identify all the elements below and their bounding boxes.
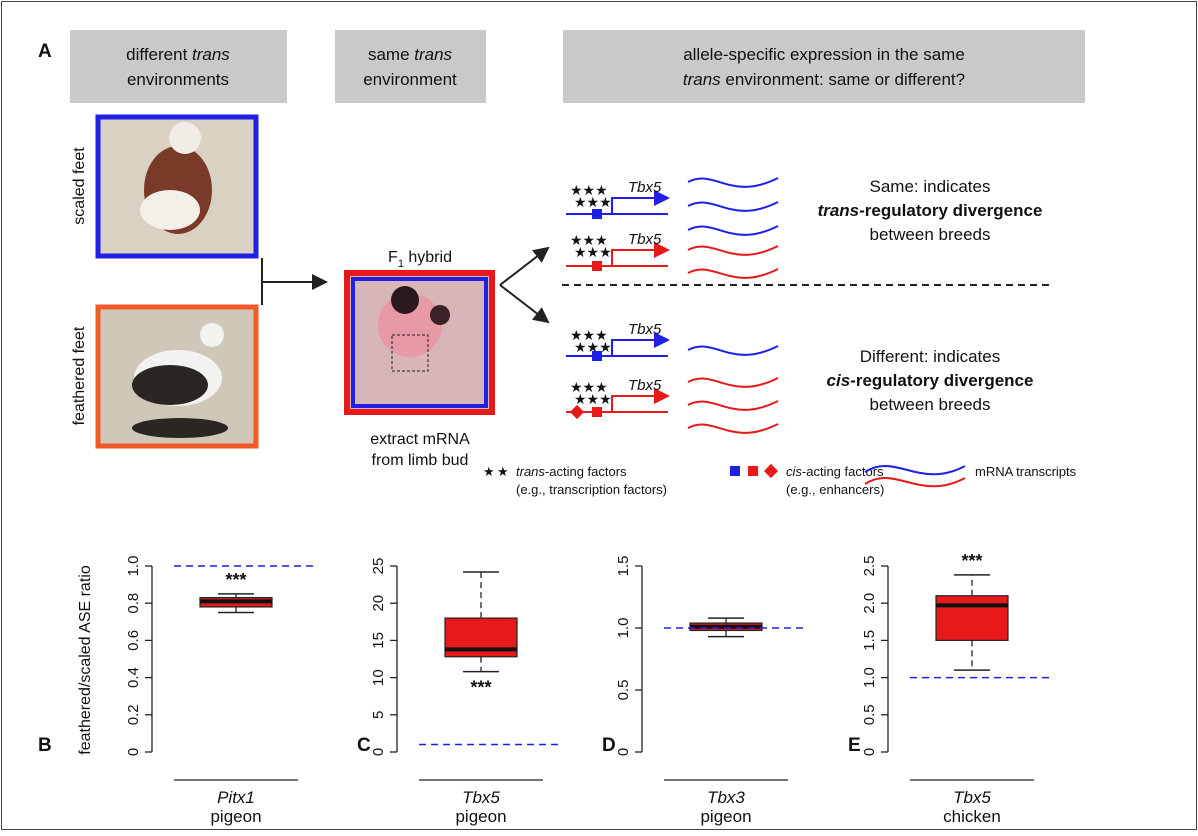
parent-label: feathered feet [71,326,88,425]
y-tick-label: 0 [370,748,387,756]
x-label-gene: Pitx1 [217,788,255,807]
y-tick-label: 15 [370,632,387,649]
y-tick-label: 1.0 [861,667,878,688]
header: environments [127,70,229,89]
hybrid-label: F1 hybrid [388,249,452,270]
header: trans environment: same or different? [683,70,965,89]
arrow [500,248,548,285]
figure: A different trans environments same tran… [0,0,1198,831]
legend-symbol [764,464,778,478]
legend-symbol: ★ [483,464,495,479]
legend-text: cis-acting factors [786,464,884,479]
x-label-gene: Tbx5 [462,788,500,807]
x-label-species: pigeon [210,807,261,826]
y-tick-label: 0 [861,748,878,756]
y-tick-label: 2.5 [861,556,878,577]
panel-label: E [848,735,861,756]
y-tick-label: 0 [125,748,142,756]
panel-label: D [602,735,616,756]
header: allele-specific expression in the same [683,45,965,64]
header-box [563,30,1085,103]
hybrid-note: from limb bud [372,452,469,469]
x-label-gene: Tbx5 [953,788,991,807]
panel-label: A [38,41,52,62]
legend-symbol [748,466,758,476]
panel-label: C [357,735,371,756]
y-tick-label: 0.6 [125,630,142,651]
gene-diagram: ★★★ ★★★ Tbx5 ★★★ ★★★ Tbx5 [566,178,778,278]
star-row: ★★★ [574,391,612,407]
cross-arrow [262,258,326,305]
x-label-species: pigeon [700,807,751,826]
significance: *** [470,678,491,698]
y-tick-label: 1.0 [615,618,632,639]
x-label-species: chicken [943,807,1001,826]
star-row: ★★★ [574,194,612,210]
pigeon [132,418,228,438]
pigeon [169,122,201,154]
page: {"panel_a":{"label":"A", "headers":[["di… [0,0,1198,836]
pigeon [140,190,200,230]
outcome: Different: indicates [860,347,1000,366]
y-tick-label: 0.2 [125,704,142,725]
outcome: Same: indicates [870,177,991,196]
y-tick-label: 0.5 [861,704,878,725]
gene-diagram: ★★★ ★★★ Tbx5 ★★★ ★★★ Tbx5 [566,321,778,433]
header: different trans [126,45,230,64]
embryo [430,305,450,325]
outcome: between breeds [870,225,991,244]
header-box [335,30,486,103]
outcome: cis-regulatory divergence [827,371,1034,390]
y-tick-label: 10 [370,669,387,686]
x-label-species: pigeon [455,807,506,826]
legend-text: trans-acting factors [516,464,627,479]
legend-text: (e.g., enhancers) [786,482,884,497]
box [936,596,1008,641]
legend-symbol [730,466,740,476]
y-tick-label: 0 [615,748,632,756]
header: same trans [368,45,453,64]
gene-label: Tbx5 [628,377,662,394]
y-tick-label: 20 [370,595,387,612]
pigeon [132,365,208,405]
y-tick-label: 0.5 [615,680,632,701]
gene-label: Tbx5 [628,231,662,248]
outcome: trans-regulatory divergence [818,201,1043,220]
y-tick-label: 0.8 [125,593,142,614]
star-row: ★★★ [574,244,612,260]
y-axis-label: feathered/scaled ASE ratio [77,565,94,755]
y-tick-label: 1.0 [125,556,142,577]
y-tick-label: 2.0 [861,593,878,614]
parent-label: scaled feet [71,147,88,225]
outcome: between breeds [870,395,991,414]
y-tick-label: 5 [370,711,387,719]
embryo [391,286,419,314]
significance: *** [961,551,982,571]
hybrid-note: extract mRNA [370,431,470,448]
legend-text: (e.g., transcription factors) [516,482,667,497]
y-tick-label: 1.5 [615,556,632,577]
panel-label: B [38,735,52,756]
gene-label: Tbx5 [628,321,662,338]
gene-label: Tbx5 [628,179,662,196]
header: environment [363,70,457,89]
significance: *** [225,570,246,590]
arrow [500,285,548,322]
y-tick-label: 25 [370,558,387,575]
x-label-gene: Tbx3 [707,788,745,807]
y-tick-label: 0.4 [125,667,142,688]
legend-text: mRNA transcripts [975,464,1077,479]
header-box [70,30,287,103]
pigeon [200,323,224,347]
y-tick-label: 1.5 [861,630,878,651]
legend-symbol: ★ [497,464,509,479]
